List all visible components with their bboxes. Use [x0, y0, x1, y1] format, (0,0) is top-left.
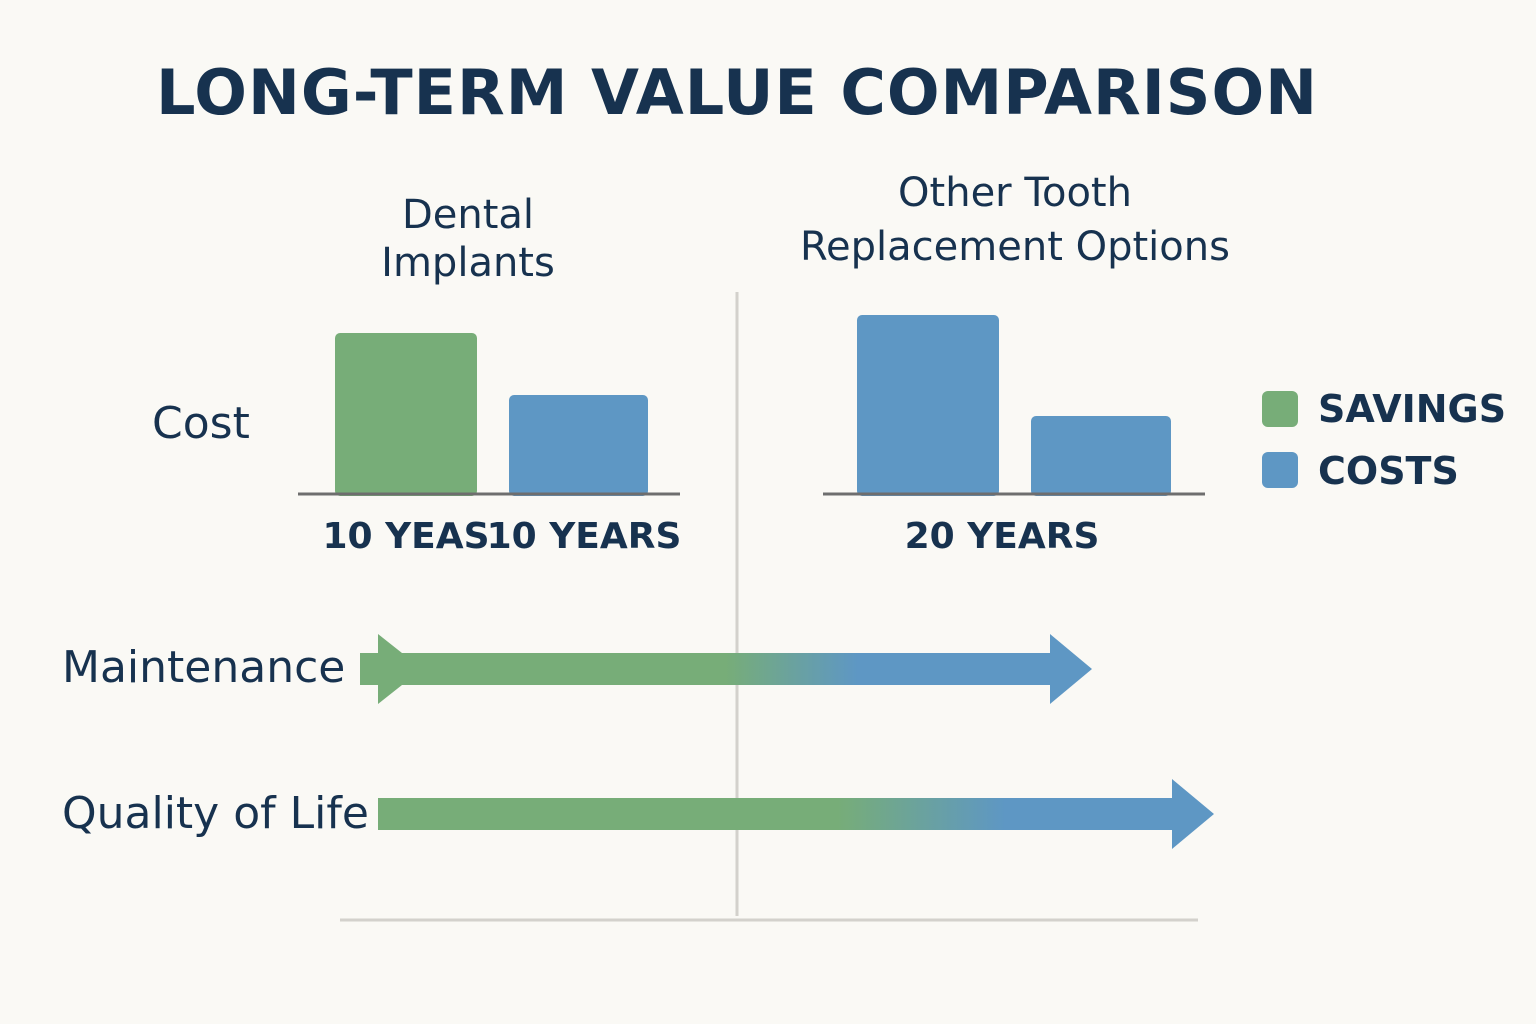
arrow-quality-of-life — [378, 779, 1214, 849]
group-label: 20 YEARS — [905, 516, 1100, 557]
bar-savings — [335, 333, 477, 496]
bar-label: 10 YEARS — [487, 516, 682, 557]
chart-title: LONG-TERM VALUE COMPARISON — [156, 56, 1318, 129]
y-axis-label: Cost — [152, 398, 250, 449]
bar-costs — [1031, 416, 1171, 496]
legend-label: SAVINGS — [1318, 387, 1506, 431]
bar-costs — [509, 395, 648, 496]
arrow-tail-fin — [378, 634, 402, 704]
row-label-quality-of-life: Quality of Life — [62, 788, 369, 839]
arrow-maintenance — [360, 634, 1092, 704]
group-title-line: Dental — [402, 192, 534, 238]
group-title-line: Replacement Options — [800, 224, 1230, 270]
legend-swatch-savings — [1262, 391, 1298, 427]
group-title-line: Other Tooth — [898, 170, 1132, 216]
bar-label: 10 YEAS — [322, 516, 489, 557]
legend-swatch-costs — [1262, 452, 1298, 488]
group-title-line: Implants — [381, 240, 555, 286]
row-label-maintenance: Maintenance — [62, 642, 345, 693]
bar-costs — [857, 315, 999, 496]
legend-label: COSTS — [1318, 449, 1459, 493]
